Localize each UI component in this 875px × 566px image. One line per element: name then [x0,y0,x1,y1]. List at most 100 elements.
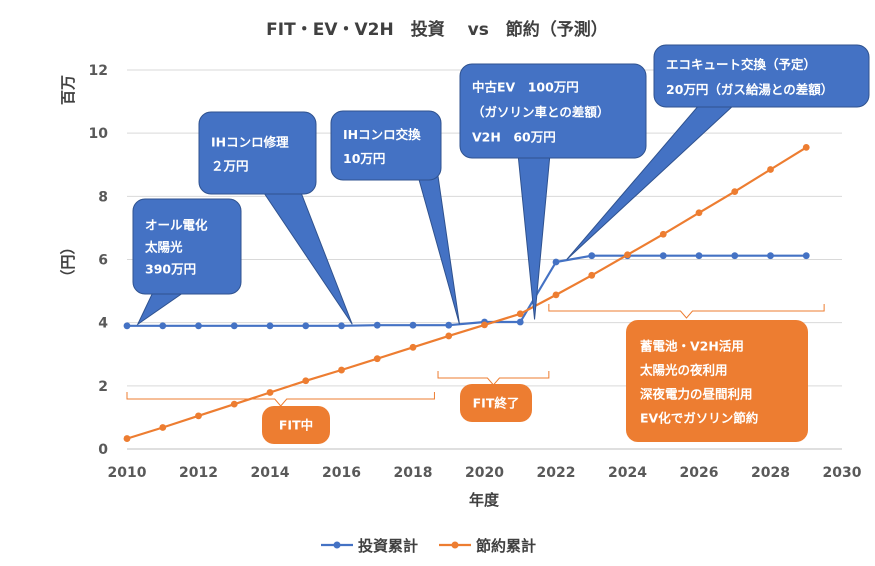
y-axis-title: （円） [59,239,77,284]
investment-point [195,322,202,330]
callout-line: V2H 60万円 [472,130,556,145]
callout-line: ２万円 [211,158,249,173]
callout-pointer [417,175,460,325]
y-tick-label: 10 [89,126,109,142]
y-tick-label: 2 [98,379,108,395]
x-tick-label: 2012 [179,465,218,481]
x-tick-label: 2020 [465,465,504,481]
callout-pointer [517,153,551,320]
legend-marker-savings [451,541,459,549]
annotation-fit-on: FIT中 [262,406,330,444]
savings-point [159,424,167,431]
callout-pointer [261,189,353,325]
bracket-fit-on [126,392,435,407]
y-tick-label: 4 [98,316,108,332]
callout-line: IHコンロ交換 [343,127,421,142]
savings-point [481,321,488,329]
axes: 0 2 4 6 8 10 12 2010 2012 2014 2016 2018 2020 2022 202… [89,63,862,481]
bracket-benefits [548,304,825,319]
y-tick-label: 8 [98,189,108,205]
savings-point [338,366,345,374]
savings-point [695,209,703,217]
savings-point [409,343,417,351]
savings-point [195,412,202,420]
series-layer [123,143,810,442]
savings-point [516,310,524,318]
savings-point [802,143,810,151]
callout-line: エコキュート交換（予定） [666,57,816,72]
savings-point [266,389,274,396]
callout-ih-repair: IHコンロ修理 ２万円 [198,111,353,325]
annotation-line: 深夜電力の昼間利用 [640,386,753,401]
callout-ecocute: エコキュート交換（予定） 20万円（ガス給湯との差額） [566,44,870,260]
investment-point [230,322,238,330]
investment-point [409,321,417,329]
callout-box [330,110,442,181]
investment-point [266,322,274,330]
annotation-line: FIT中 [279,417,313,432]
x-axis-title: 年度 [469,491,500,509]
callout-line: 中古EV 100万円 [472,80,579,95]
savings-point [588,271,596,279]
series-line-investment [127,254,807,327]
x-tick-label: 2024 [608,465,647,481]
y-tick-label: 0 [98,442,108,458]
legend-label-savings: 節約累計 [476,537,536,555]
investment-point [659,252,667,260]
savings-point [373,355,381,363]
annotation-box [262,406,330,444]
chart-title: FIT・EV・V2H 投資 vs 節約（予測） [266,19,608,40]
investment-point [767,252,774,260]
callout-box [653,44,870,108]
x-tick-label: 2014 [251,465,290,481]
callout-ih-swap: IHコンロ交換 10万円 [330,110,460,325]
investment-point [802,252,810,260]
annotation-line: FIT終了 [473,395,520,410]
annotation-line: 太陽光の夜利用 [640,362,728,377]
investment-point [516,318,524,326]
investment-point [445,321,453,329]
callout-line: オール電化 [145,217,208,232]
callout-box [132,198,242,295]
callout-line: （ガソリン車との差額） [472,105,609,120]
x-tick-label: 2022 [537,465,576,481]
legend-label-investment: 投資累計 [358,537,418,555]
x-tick-label: 2018 [394,465,433,481]
investment-point [338,322,345,330]
callout-line: 20万円（ガス給湯との差額） [666,82,833,97]
callout-box [198,111,317,195]
savings-point [302,377,310,385]
callout-box [459,63,647,159]
investment-point [159,322,167,330]
x-tick-label: 2026 [680,465,719,481]
savings-point [767,166,774,173]
x-tick-label: 2028 [751,465,790,481]
savings-point [659,230,667,238]
y-tick-label: 12 [89,63,108,79]
callout-line: 390万円 [145,261,196,276]
annotation-line: 蓄電池・V2H活用 [640,338,744,353]
annotation-fit-end: FIT終了 [460,384,532,422]
series-line-savings [126,146,807,440]
investment-point [302,322,310,330]
savings-point [624,251,631,259]
savings-point [552,291,560,299]
x-tick-label: 2030 [823,465,862,481]
savings-point [230,400,238,408]
annotation-line: EV化でガソリン節約 [640,410,758,425]
y-axis-unit-label: 百万 [59,75,77,105]
investment-point [731,252,739,260]
investment-point [588,252,596,260]
annotation-box [626,320,808,442]
bracket-fit-end [437,371,550,386]
investment-point [123,322,131,330]
annotation-box [460,384,532,422]
savings-point [731,188,739,195]
x-tick-label: 2010 [108,465,147,481]
callout-line: 太陽光 [145,239,183,254]
